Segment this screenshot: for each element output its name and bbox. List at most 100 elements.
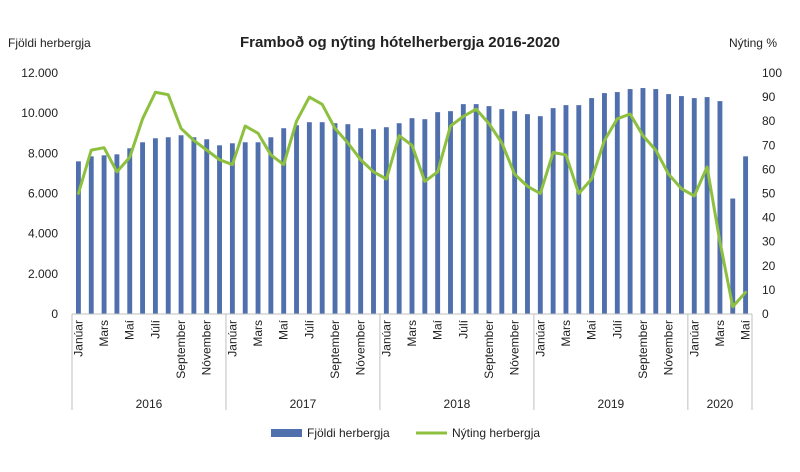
bar — [345, 124, 351, 315]
legend-bar-swatch — [271, 429, 302, 437]
month-label: Maí — [585, 319, 599, 340]
month-label: Janúar — [687, 320, 701, 357]
bar — [255, 142, 261, 314]
bar-series — [75, 88, 749, 315]
bar — [717, 101, 723, 315]
year-label: 2020 — [707, 397, 734, 411]
month-label: September — [174, 320, 188, 379]
line-point — [77, 192, 80, 195]
month-labels: Janúar Mars Maí Júlí September Nóvember Janúar… — [71, 319, 752, 378]
right-tick-label: 10 — [762, 283, 776, 297]
line-point — [308, 96, 310, 98]
legend: Fjöldi herbergja Nýting herbergja — [271, 426, 540, 440]
line-point — [732, 306, 734, 308]
line-point — [526, 185, 529, 187]
line-point — [603, 139, 606, 142]
bar — [165, 137, 171, 314]
line-series-group — [76, 90, 748, 309]
line-point — [218, 159, 221, 161]
bar — [75, 161, 81, 314]
line-point — [231, 163, 233, 166]
bar — [422, 119, 428, 314]
line-point — [437, 171, 439, 173]
right-tick-label: 90 — [762, 90, 776, 104]
line-point — [629, 113, 631, 115]
bar — [294, 125, 299, 314]
bar — [127, 148, 133, 314]
line-point — [591, 178, 593, 180]
month-label: Mars — [559, 320, 573, 347]
left-tick-label: 0 — [51, 307, 58, 321]
line-point — [616, 118, 618, 120]
right-tick-label: 0 — [762, 307, 769, 321]
right-tick-label: 70 — [762, 138, 776, 152]
bar — [306, 122, 312, 314]
line-point — [321, 103, 323, 105]
bar — [614, 92, 620, 314]
bar — [666, 94, 672, 314]
month-label: Janúar — [533, 320, 547, 357]
line-point — [552, 151, 554, 154]
bar — [396, 123, 402, 315]
month-label: September — [328, 320, 342, 379]
month-label: Nóvember — [662, 320, 676, 375]
right-axis-title: Nýting % — [729, 36, 777, 50]
right-tick-label: 30 — [762, 235, 776, 249]
bar — [204, 139, 210, 314]
month-label: Júlí — [456, 319, 470, 338]
bar — [332, 123, 338, 315]
line-point — [193, 139, 195, 142]
line-point — [103, 147, 105, 149]
year-label: 2019 — [598, 397, 625, 411]
line-point — [578, 192, 580, 195]
bar — [640, 88, 646, 314]
line-point — [462, 115, 464, 117]
bar — [473, 104, 479, 314]
line-point — [347, 142, 349, 144]
line-point — [488, 123, 490, 125]
line-point — [244, 125, 246, 127]
month-label: Júlí — [302, 319, 316, 338]
month-label: Mars — [97, 320, 111, 347]
line-point — [180, 127, 182, 130]
bar — [499, 109, 505, 315]
bar — [383, 127, 389, 314]
bar — [602, 93, 607, 314]
line-point — [668, 173, 670, 175]
right-tick-label: 40 — [762, 211, 776, 225]
month-label: September — [482, 320, 496, 379]
month-label: Janúar — [379, 320, 393, 357]
month-label: Nóvember — [200, 320, 214, 375]
bar — [88, 156, 94, 314]
right-tick-label: 50 — [762, 187, 776, 201]
right-axis-ticks: 0 10 20 30 40 50 60 70 80 90 100 — [762, 66, 782, 321]
year-labels: 2016 2017 2018 2019 2020 — [71, 314, 753, 411]
line-point — [475, 108, 477, 110]
month-label: Janúar — [225, 320, 239, 357]
bar — [460, 104, 466, 314]
right-tick-label: 100 — [762, 66, 782, 80]
line-point — [270, 154, 272, 156]
line-point — [565, 154, 567, 156]
line-point — [385, 178, 387, 180]
line-point — [706, 166, 708, 168]
left-axis-title: Fjöldi herbergja — [8, 36, 91, 50]
line-point — [449, 125, 452, 127]
right-tick-label: 60 — [762, 162, 776, 176]
line-point — [693, 195, 695, 197]
year-label: 2016 — [136, 397, 163, 411]
month-label: Nóvember — [508, 320, 522, 375]
line-point — [501, 142, 503, 144]
bar — [371, 129, 376, 314]
month-label: September — [636, 320, 650, 379]
line-point — [154, 91, 156, 93]
bar — [229, 143, 235, 314]
bar — [563, 105, 569, 314]
line-point — [411, 144, 413, 146]
bar — [178, 135, 184, 314]
month-label: Maí — [123, 319, 137, 340]
line-point — [360, 159, 362, 161]
month-label: Janúar — [71, 320, 85, 357]
legend-bar-label: Fjöldi herbergja — [307, 426, 390, 440]
